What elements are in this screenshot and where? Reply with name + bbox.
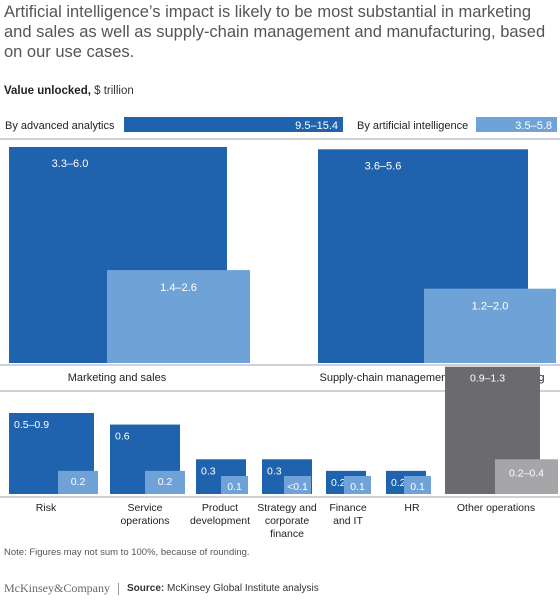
legend-analytics-label: By advanced analytics bbox=[5, 120, 115, 132]
data-label-top-ai: 1.4–2.6 bbox=[160, 282, 197, 294]
data-label-bottom-ai: 0.1 bbox=[227, 481, 242, 493]
bar-bottom-ai bbox=[284, 476, 311, 494]
subtitle-unit: $ trillion bbox=[90, 85, 134, 97]
category-label-line: Finance bbox=[329, 502, 367, 514]
data-label-bottom-analytics: 0.5–0.9 bbox=[14, 419, 49, 431]
data-label-top-analytics: 3.3–6.0 bbox=[52, 158, 89, 170]
legend-ai-label: By artificial intelligence bbox=[357, 120, 468, 132]
category-label-line: finance bbox=[270, 528, 304, 540]
category-label-line: Risk bbox=[36, 502, 57, 514]
category-label-line: Other operations bbox=[457, 502, 535, 514]
bar-bottom-ai bbox=[58, 470, 98, 494]
category-label-line: operations bbox=[120, 515, 169, 527]
bar-bottom-ai bbox=[495, 459, 558, 494]
data-label-bottom-ai: <0.1 bbox=[287, 481, 308, 493]
data-label-bottom-analytics: 0.3 bbox=[267, 465, 282, 477]
bar-bottom-ai bbox=[145, 470, 185, 494]
source-label: Source: bbox=[127, 583, 165, 594]
category-label-bottom: Risk bbox=[36, 502, 57, 514]
category-label-line: HR bbox=[404, 502, 420, 514]
subtitle-measure: Value unlocked, bbox=[4, 85, 91, 97]
data-label-bottom-analytics: 0.9–1.3 bbox=[470, 373, 505, 385]
source-text: McKinsey Global Institute analysis bbox=[164, 583, 319, 594]
data-label-bottom-ai: 0.2–0.4 bbox=[509, 467, 544, 479]
data-label-bottom-ai: 0.2 bbox=[158, 476, 173, 488]
bar-top-ai bbox=[107, 270, 250, 363]
legend-analytics-value: 9.5–15.4 bbox=[295, 120, 338, 132]
data-label-top-ai: 1.2–2.0 bbox=[472, 301, 509, 313]
data-label-bottom-analytics: 0.6 bbox=[115, 431, 130, 443]
data-label-bottom-ai: 0.1 bbox=[350, 481, 365, 493]
category-label-bottom: Service operations bbox=[120, 502, 169, 527]
category-label-line: corporate bbox=[265, 515, 310, 527]
bar-bottom-ai bbox=[344, 476, 371, 494]
category-label-top: Marketing and sales bbox=[68, 372, 167, 384]
footer-divider bbox=[118, 582, 119, 595]
category-label-line: development bbox=[190, 515, 250, 527]
category-label-line: Product bbox=[202, 502, 238, 514]
category-label-line: and IT bbox=[333, 515, 363, 527]
brand-logo: McKinsey&Company bbox=[4, 581, 110, 595]
data-label-bottom-analytics: 0.3 bbox=[201, 465, 216, 477]
category-label-bottom: Strategy and corporate finance bbox=[257, 502, 317, 540]
category-label-bottom: Finance and IT bbox=[329, 502, 367, 527]
data-label-top-analytics: 3.6–5.6 bbox=[365, 160, 402, 172]
category-label-bottom: HR bbox=[404, 502, 420, 514]
data-label-bottom-ai: 0.2 bbox=[71, 476, 86, 488]
bar-bottom-ai bbox=[404, 476, 431, 494]
source-line: Source: McKinsey Global Institute analys… bbox=[127, 583, 319, 594]
bar-top-ai bbox=[424, 288, 556, 363]
bar-bottom-ai bbox=[221, 476, 248, 494]
legend-analytics-swatch bbox=[124, 117, 343, 132]
chart-note: Note: Figures may not sum to 100%, becau… bbox=[4, 547, 250, 558]
footer: McKinsey&Company Source: McKinsey Global… bbox=[4, 581, 319, 596]
chart-subtitle: Value unlocked, $ trillion bbox=[4, 85, 134, 97]
legend-ai-value: 3.5–5.8 bbox=[515, 120, 552, 132]
category-label-bottom: Other operations bbox=[457, 502, 535, 514]
category-label-line: Strategy and bbox=[257, 502, 317, 514]
data-label-bottom-ai: 0.1 bbox=[410, 481, 425, 493]
data-label-bottom-analytics: 0.2 bbox=[331, 477, 346, 489]
legend-ai-swatch bbox=[476, 117, 557, 132]
category-label-bottom: Product development bbox=[190, 502, 250, 527]
chart-title: Artificial intelligence’s impact is like… bbox=[4, 3, 546, 61]
data-label-bottom-analytics: 0.2 bbox=[391, 477, 406, 489]
category-label-line: Service bbox=[127, 502, 162, 514]
